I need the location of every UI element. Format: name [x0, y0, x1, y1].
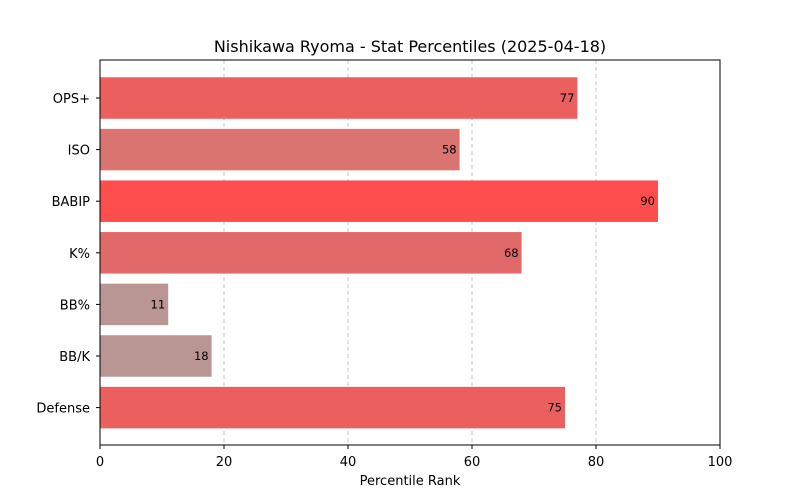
data-label: 58	[442, 143, 457, 157]
data-label: 90	[640, 194, 655, 208]
bar	[100, 180, 658, 222]
x-tick-label: 60	[464, 455, 481, 470]
y-tick-label: K%	[69, 247, 90, 262]
bar	[100, 335, 212, 377]
bar	[100, 77, 578, 119]
data-label: 68	[504, 246, 519, 260]
y-tick-label: OPS+	[53, 92, 90, 107]
x-tick-label: 0	[96, 455, 104, 470]
y-tick-label: ISO	[68, 144, 90, 159]
data-label: 18	[194, 349, 209, 363]
x-axis-ticks: 0 20 40 60 80 100	[96, 445, 733, 470]
y-tick-label: Defense	[36, 402, 90, 417]
bar	[100, 232, 522, 274]
data-label: 77	[560, 91, 575, 105]
bar	[100, 386, 565, 429]
y-tick-label: BB/K	[59, 350, 90, 365]
bars	[100, 77, 658, 429]
bar	[100, 128, 460, 171]
data-label: 11	[151, 297, 166, 311]
y-tick-label: BABIP	[52, 195, 91, 210]
bar	[100, 283, 169, 326]
data-labels: 77 58 90 68 11 18 75	[151, 91, 655, 415]
chart-title: Nishikawa Ryoma - Stat Percentiles (2025…	[214, 37, 606, 56]
x-tick-label: 80	[588, 455, 605, 470]
y-axis-ticks: OPS+ ISO BABIP K% BB% BB/K Defense	[36, 92, 100, 417]
y-tick-label: BB%	[60, 298, 90, 313]
x-tick-label: 20	[216, 455, 233, 470]
data-label: 75	[547, 401, 562, 415]
x-tick-label: 100	[708, 455, 733, 470]
x-axis-label: Percentile Rank	[360, 474, 461, 489]
x-tick-label: 40	[340, 455, 357, 470]
